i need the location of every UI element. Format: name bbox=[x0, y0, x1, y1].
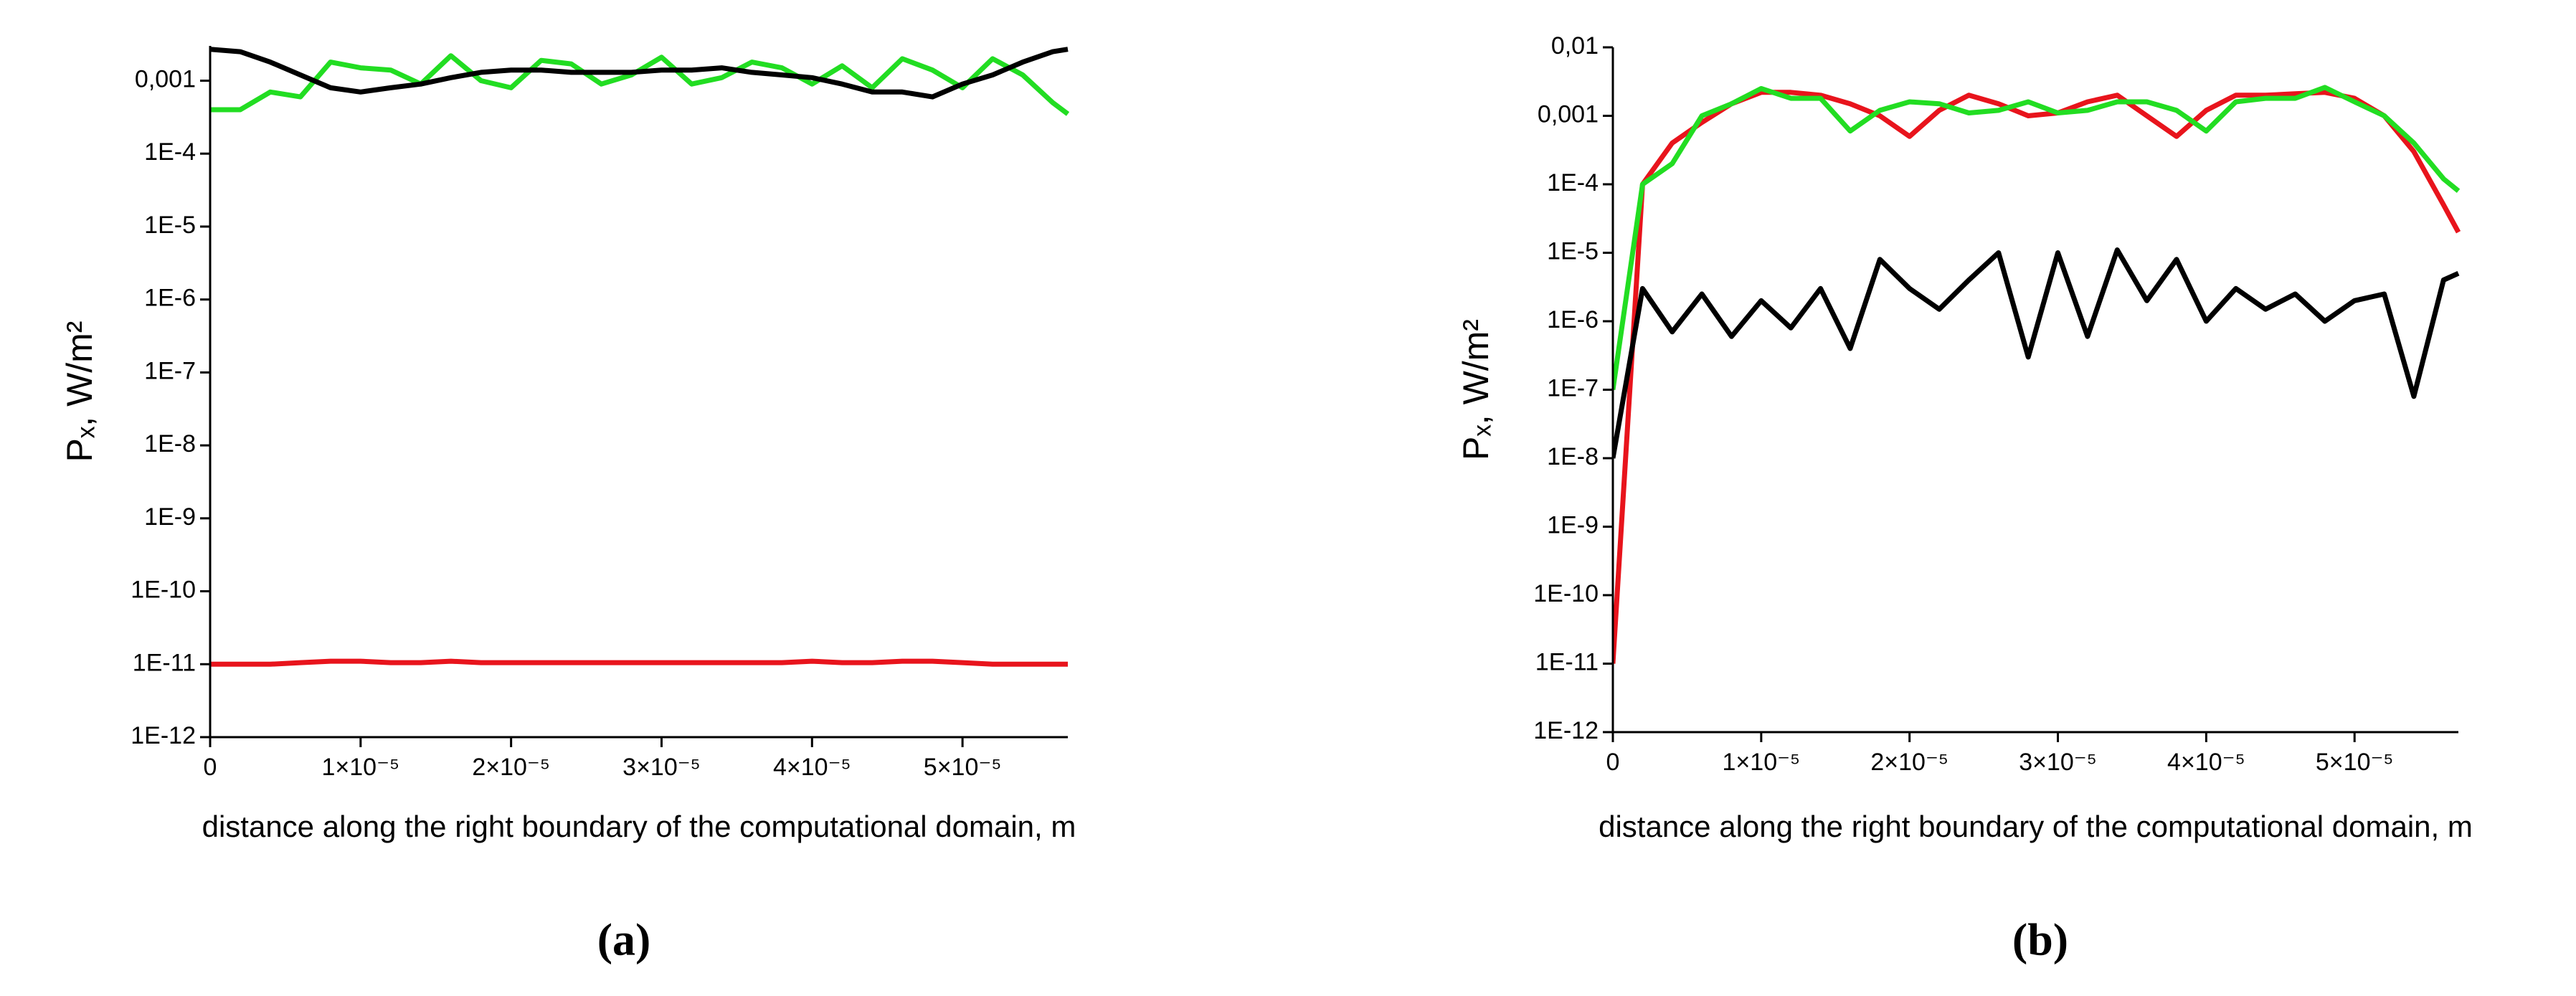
y-tick-label: 1E-12 bbox=[1533, 717, 1599, 744]
y-axis-label: Pₓ, W/m² bbox=[1456, 319, 1496, 460]
series-line bbox=[210, 658, 1068, 667]
x-tick-label: 4×10⁻⁵ bbox=[2167, 749, 2245, 776]
y-tick-label: 1E-9 bbox=[1547, 511, 1599, 539]
x-axis-label: distance along the right boundary of the… bbox=[202, 810, 1076, 843]
y-tick-label: 1E-10 bbox=[131, 577, 196, 604]
series-line bbox=[210, 53, 1070, 116]
series-line bbox=[1613, 85, 2461, 391]
y-tick-label: 1E-9 bbox=[144, 503, 196, 531]
series-line bbox=[1613, 247, 2460, 459]
caption: (b) bbox=[2012, 914, 2068, 965]
y-tick-label: 0,001 bbox=[135, 66, 196, 93]
plot-area bbox=[1613, 85, 2461, 664]
x-tick-label: 1×10⁻⁵ bbox=[322, 754, 400, 781]
x-axis-label: distance along the right boundary of the… bbox=[1599, 810, 2473, 843]
y-tick-label: 1E-8 bbox=[144, 430, 196, 457]
plot-area bbox=[210, 47, 1070, 667]
series-line bbox=[1613, 90, 2461, 664]
y-tick-label: 1E-11 bbox=[1535, 648, 1599, 675]
x-tick-label: 2×10⁻⁵ bbox=[472, 754, 550, 781]
series-line bbox=[210, 47, 1069, 100]
y-tick-label: 1E-6 bbox=[144, 285, 196, 312]
x-tick-label: 0 bbox=[1606, 749, 1620, 776]
caption: (a) bbox=[597, 914, 651, 965]
x-tick-label: 5×10⁻⁵ bbox=[2316, 749, 2394, 776]
y-tick-label: 0,01 bbox=[1551, 32, 1599, 60]
x-tick-label: 3×10⁻⁵ bbox=[2019, 749, 2097, 776]
x-tick-label: 2×10⁻⁵ bbox=[1870, 749, 1948, 776]
y-tick-label: 1E-5 bbox=[144, 212, 196, 239]
x-tick-label: 5×10⁻⁵ bbox=[924, 754, 1002, 781]
y-tick-label: 1E-6 bbox=[1547, 306, 1599, 333]
y-tick-label: 1E-11 bbox=[133, 649, 196, 676]
y-tick-label: 1E-5 bbox=[1547, 237, 1599, 265]
y-tick-label: 0,001 bbox=[1538, 100, 1599, 128]
y-tick-label: 1E-7 bbox=[144, 357, 196, 384]
y-axis-label: Pₓ, W/m² bbox=[60, 321, 100, 463]
x-tick-label: 0 bbox=[204, 754, 217, 781]
x-tick-label: 4×10⁻⁵ bbox=[773, 754, 851, 781]
y-tick-label: 1E-10 bbox=[1533, 580, 1599, 607]
x-tick-label: 1×10⁻⁵ bbox=[1723, 749, 1801, 776]
y-tick-label: 1E-4 bbox=[144, 138, 196, 166]
y-tick-label: 1E-8 bbox=[1547, 443, 1599, 470]
y-tick-label: 1E-4 bbox=[1547, 169, 1599, 196]
y-tick-label: 1E-12 bbox=[131, 722, 196, 749]
y-tick-label: 1E-7 bbox=[1547, 374, 1599, 402]
x-tick-label: 3×10⁻⁵ bbox=[622, 754, 701, 781]
